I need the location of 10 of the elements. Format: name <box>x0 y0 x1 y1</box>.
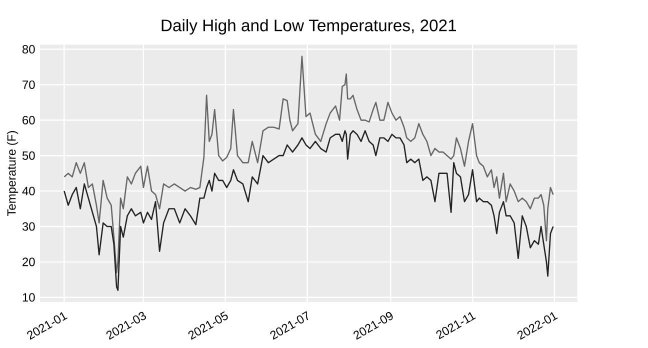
y-tick-label: 60 <box>22 116 35 124</box>
y-axis-title: Temperature (F) <box>6 131 18 216</box>
y-tick-label: 30 <box>22 222 35 231</box>
chart-title: Daily High and Low Temperatures, 2021 <box>162 19 456 35</box>
y-tick-label: 50 <box>22 151 35 160</box>
y-tick-label: 70 <box>22 80 35 89</box>
y-tick-label: 80 <box>22 45 35 54</box>
y-tick-label: 40 <box>22 186 35 196</box>
y-tick-label: 20 <box>22 258 35 266</box>
y-tick-label: 10 <box>22 293 35 302</box>
